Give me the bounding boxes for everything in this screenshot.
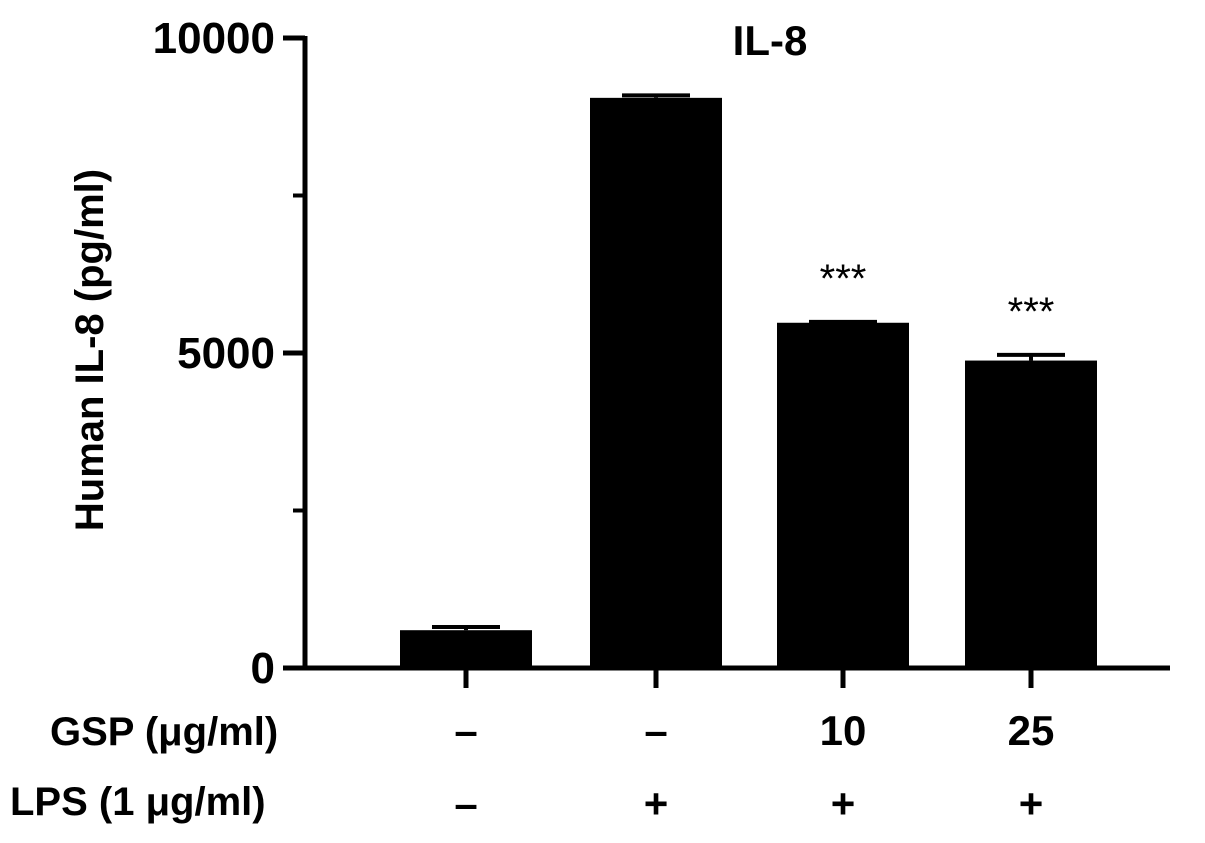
significance-label: *** [1008,290,1055,334]
treatment-value: 10 [820,707,867,754]
significance-label: *** [820,257,867,301]
axes: 0 5000 10000 [153,14,1170,693]
bar [400,630,532,668]
y-tick-label: 10000 [153,14,275,63]
treatment-value: – [454,780,477,827]
treatment-value: – [644,707,667,754]
bar [965,360,1097,668]
lps-row-label: LPS (1 μg/ml) [10,780,266,824]
y-tick-label: 0 [251,644,275,693]
y-tick-label: 5000 [177,329,275,378]
treatment-value: + [831,780,856,827]
chart-title: IL-8 [733,17,808,64]
gsp-row-label: GSP (μg/ml) [50,710,279,754]
treatment-table: – – 10 25 – + + + [454,707,1054,827]
bar [777,322,909,668]
y-axis-label: Human IL-8 (pg/ml) [68,169,112,531]
bars: *** *** [400,93,1097,669]
treatment-value: + [644,780,669,827]
treatment-value: – [454,707,477,754]
treatment-value: + [1019,780,1044,827]
bar [590,97,722,669]
treatment-value: 25 [1008,707,1055,754]
